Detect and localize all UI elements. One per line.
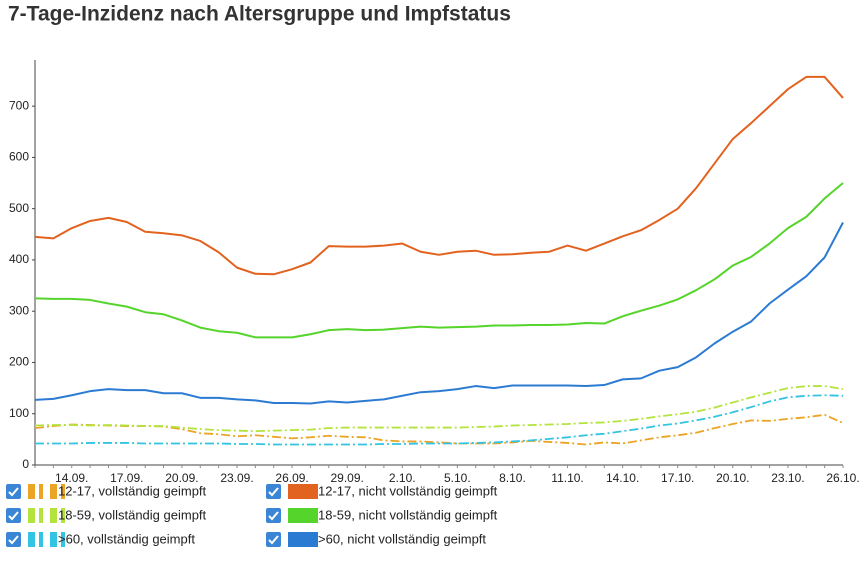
y-tick-label: 600 [9, 150, 29, 164]
series-line [34, 75, 844, 276]
x-tick-label: 8.10. [499, 471, 526, 485]
x-tick-label: 17.10. [661, 471, 694, 485]
x-tick-label: 26.09. [275, 471, 308, 485]
x-tick-label: 20.09. [165, 471, 198, 485]
y-tick-label: 700 [9, 98, 29, 112]
legend-label: 12-17, vollständig geimpft [58, 483, 207, 498]
x-tick-label: 14.10. [606, 471, 639, 485]
legend-label: >60, vollständig geimpft [58, 531, 195, 546]
series-line [34, 385, 844, 433]
legend-checkbox[interactable] [266, 508, 281, 523]
legend-swatch [28, 508, 35, 523]
legend-swatch [61, 508, 65, 523]
legend-swatch [39, 508, 43, 523]
legend-label: 12-17, nicht vollständig geimpft [318, 483, 498, 498]
legend-label: 18-59, nicht vollständig geimpft [318, 507, 498, 522]
legend-checkbox[interactable] [6, 532, 21, 547]
y-tick-label: 200 [9, 355, 29, 369]
x-tick-label: 29.09. [330, 471, 363, 485]
legend-checkbox[interactable] [6, 508, 21, 523]
legend-swatch [50, 532, 57, 547]
legend-check [8, 535, 19, 545]
legend-check [268, 511, 279, 521]
legend-swatch [28, 484, 35, 499]
legend-swatch [288, 508, 318, 523]
series-line [34, 182, 844, 339]
series-line [35, 394, 844, 446]
y-tick-label: 100 [9, 406, 29, 420]
series-line [34, 222, 844, 405]
y-tick-label: 300 [9, 303, 29, 317]
x-tick-label: 2.10. [389, 471, 416, 485]
x-tick-label: 26.10. [826, 471, 859, 485]
legend-checkbox[interactable] [266, 532, 281, 547]
legend-check [268, 487, 279, 497]
legend-swatch [39, 532, 43, 547]
legend-checkbox[interactable] [6, 484, 21, 499]
legend-label: >60, nicht vollständig geimpft [318, 531, 486, 546]
x-tick-label: 23.09. [220, 471, 253, 485]
y-tick-label: 500 [9, 201, 29, 215]
x-tick-label: 20.10. [716, 471, 749, 485]
legend-check [8, 511, 19, 521]
legend-checkbox[interactable] [266, 484, 281, 499]
legend-swatch [50, 508, 57, 523]
series-line [34, 413, 844, 446]
legend-swatch [61, 532, 65, 547]
legend-swatch [61, 484, 65, 499]
legend-swatch [28, 532, 35, 547]
x-tick-label: 11.10. [551, 471, 583, 485]
legend-swatch [39, 484, 43, 499]
chart-title: 7-Tage-Inzidenz nach Altersgruppe und Im… [8, 3, 511, 26]
x-tick-label: 23.10. [771, 471, 804, 485]
legend-check [8, 487, 19, 497]
legend-swatch [288, 532, 318, 547]
y-tick-label: 400 [9, 252, 29, 266]
x-tick-label: 5.10. [444, 471, 471, 485]
x-tick-label: 14.09. [55, 471, 88, 485]
legend-swatch [50, 484, 57, 499]
legend-check [268, 535, 279, 545]
x-tick-label: 17.09. [110, 471, 143, 485]
legend-label: 18-59, vollständig geimpft [58, 507, 207, 522]
y-tick-label: 0 [22, 457, 29, 471]
legend-swatch [288, 484, 318, 499]
